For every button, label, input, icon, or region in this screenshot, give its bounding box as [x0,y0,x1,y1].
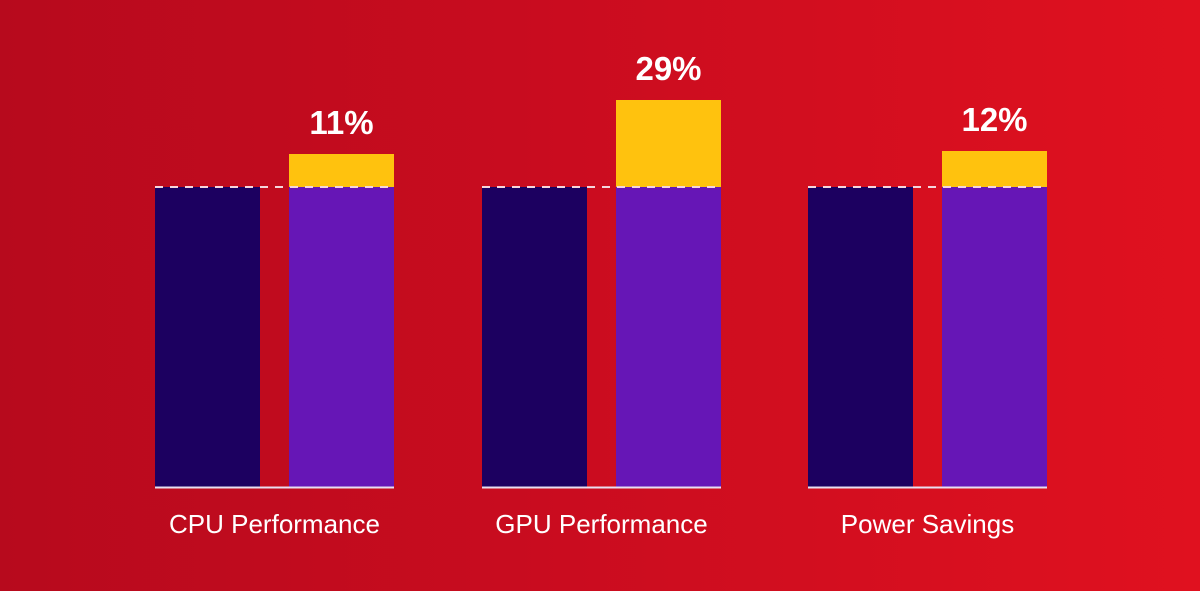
baseline-bar [155,187,260,487]
improved-bar [942,187,1047,487]
improvement-bar [289,154,394,187]
improved-bar [289,187,394,487]
category-label: GPU Performance [495,509,707,539]
improved-bar [616,187,721,487]
baseline-bar [482,187,587,487]
improvement-bar [616,100,721,187]
category-label: CPU Performance [169,509,380,539]
improvement-bar [942,151,1047,187]
baseline-bar [808,187,913,487]
category-label: Power Savings [841,509,1014,539]
data-label: 11% [309,104,373,141]
data-label: 12% [961,101,1027,138]
data-label: 29% [635,50,701,87]
